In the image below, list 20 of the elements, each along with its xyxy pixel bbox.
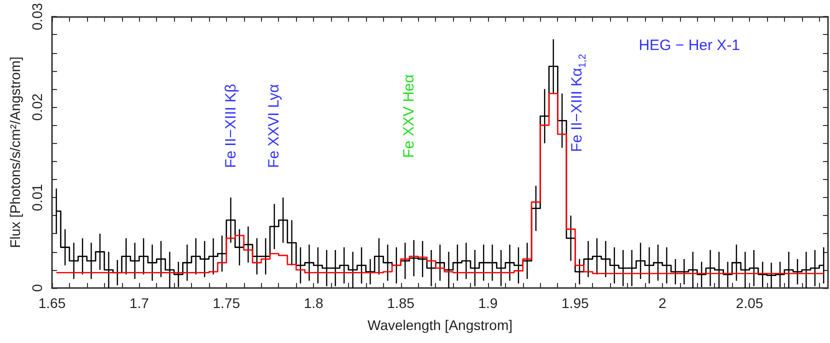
annotation: Fe XXV Heα [400,74,418,158]
x-tick-label: 2.05 [736,295,764,311]
annotation: Fe II−XIII Kβ [222,84,240,168]
x-tick-label: 2 [658,295,666,311]
y-tick-label: 0 [29,284,45,292]
x-tick-label: 1.75 [212,295,240,311]
x-tick-label: 1.8 [304,295,324,311]
x-axis-title: Wavelength [Angstrom] [368,317,512,333]
annotation: HEG − Her X-1 [638,37,740,54]
annotation: Fe II−XIII Kα1,2 [568,54,588,152]
annotation: Fe XXVI Lyα [266,84,282,168]
y-tick-label: 0.03 [29,2,45,30]
y-tick-label: 0.02 [29,93,45,121]
x-tick-label: 1.65 [38,295,66,311]
x-tick-label: 1.9 [478,295,498,311]
y-tick-label: 0.01 [29,184,45,212]
x-tick-label: 1.85 [387,295,415,311]
y-axis-title: Flux [Photons/s/cm²/Angstrom] [7,56,23,248]
x-tick-label: 1.95 [562,295,589,311]
x-tick-label: 1.7 [129,295,150,311]
